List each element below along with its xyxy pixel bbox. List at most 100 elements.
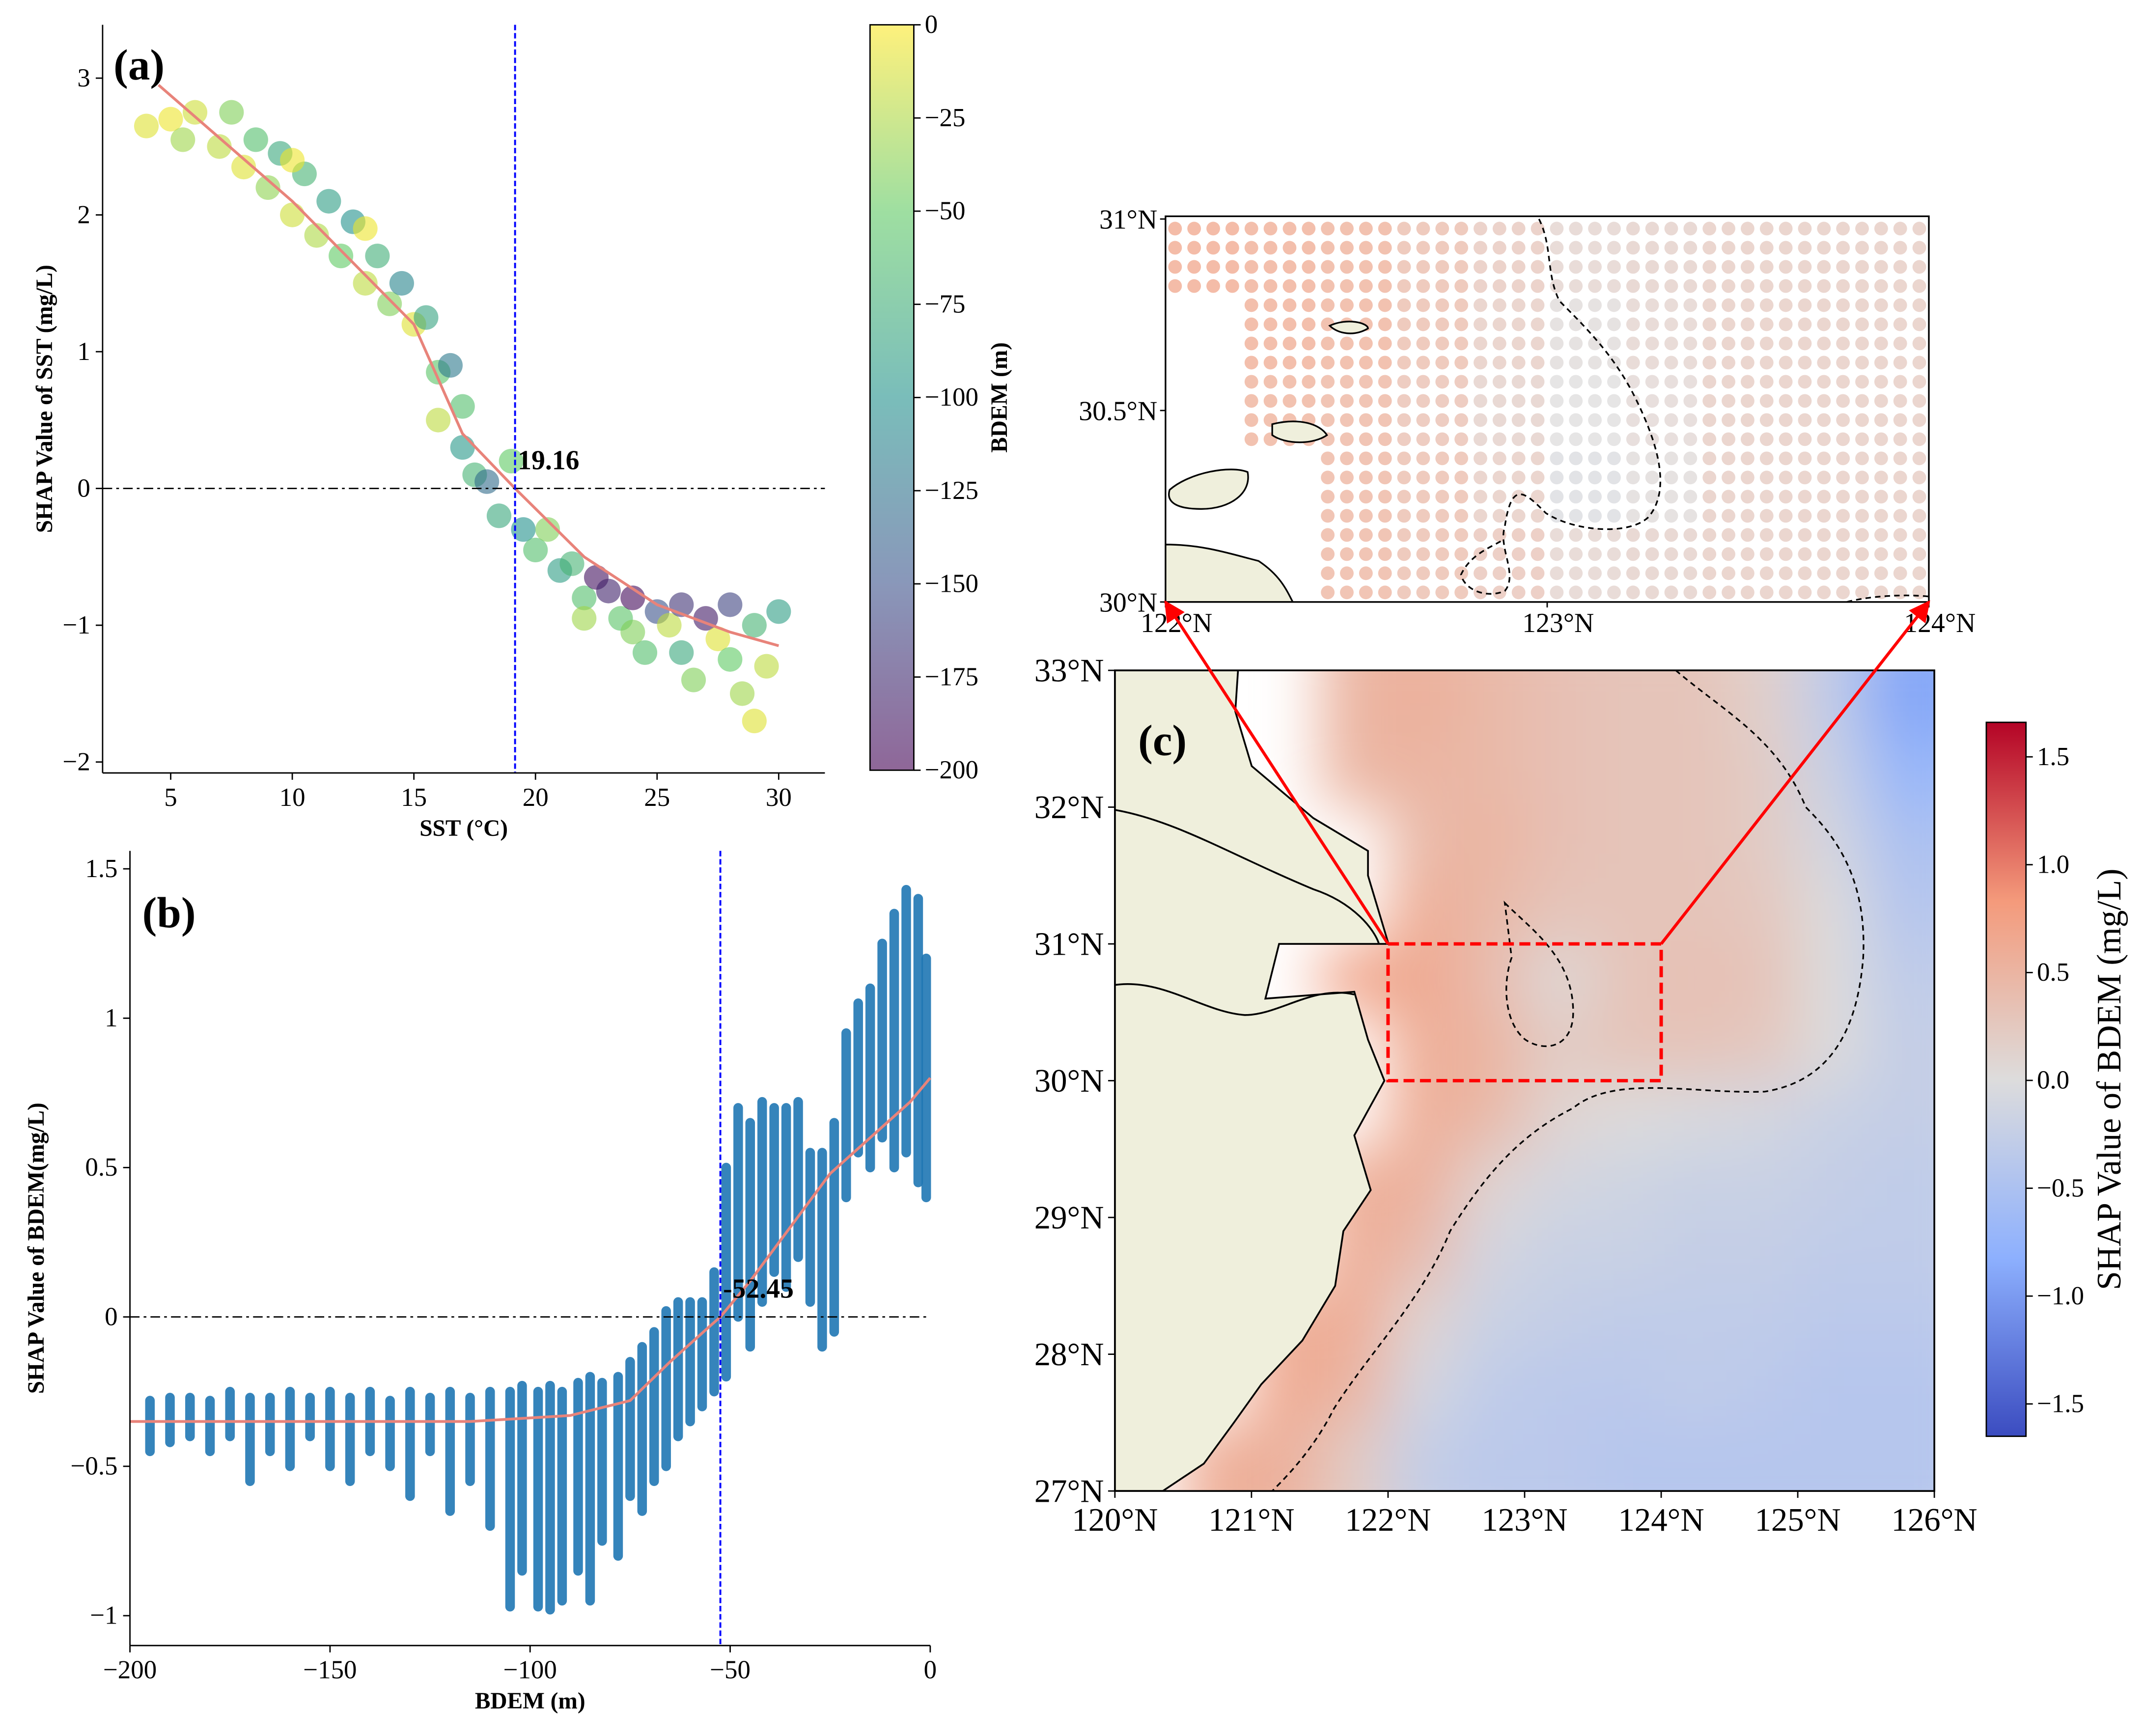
inset-dot (1607, 509, 1621, 523)
inset-dot (1855, 375, 1869, 389)
y-tick-label: −0.5 (71, 1452, 118, 1481)
map-cell (1456, 807, 1526, 877)
inset-dot (1550, 356, 1564, 370)
map-cell (1388, 1149, 1457, 1218)
map-cell (1661, 1080, 1730, 1150)
map-cell (1388, 807, 1457, 877)
inset-dot (1416, 260, 1430, 274)
inset-dot (1645, 298, 1659, 312)
map-cell (1524, 1422, 1594, 1491)
inset-dot (1912, 432, 1926, 446)
inset-dot (1912, 585, 1926, 600)
inset-dot (1492, 451, 1506, 466)
inset-dot (1722, 241, 1735, 255)
inset-dot (1569, 279, 1583, 293)
point (620, 620, 645, 645)
inset-dot (1454, 547, 1469, 561)
inset-dot (1454, 490, 1469, 504)
panel: 19.16 5 10 15 20 25 30 −2 −1 0 1 2 3 (a) SST (°C) SHAP … (32, 25, 825, 841)
inset-dot (1817, 566, 1831, 580)
colorbar-tick-label: −50 (925, 197, 966, 225)
map-cell (1729, 739, 1799, 808)
inset-dot (1359, 375, 1373, 389)
inset-dot (1569, 298, 1583, 312)
inset-dot (1474, 451, 1487, 466)
inset-dot (1817, 432, 1831, 446)
inset-dot (1244, 336, 1258, 351)
y-tick-label: 32°N (1034, 789, 1104, 826)
inset-dot (1759, 490, 1774, 504)
inset-dot (1282, 279, 1297, 293)
point (766, 599, 791, 624)
inset-dot (1569, 566, 1583, 580)
inset-x-tick-label: 123°N (1522, 608, 1594, 638)
map-cell (1729, 1422, 1799, 1491)
inset-dot (1244, 317, 1258, 331)
inset-dot (1740, 260, 1755, 274)
inset-dot (1702, 260, 1717, 274)
inset-dot (1759, 566, 1774, 580)
map-cell (1661, 1354, 1730, 1424)
inset-dot (1645, 279, 1659, 293)
inset-dot (1550, 221, 1564, 236)
inset-dot (1588, 470, 1602, 485)
inset-dot (1531, 317, 1545, 331)
inset-dot (1302, 298, 1316, 312)
inset-dot (1435, 585, 1449, 600)
inset-dot (1492, 221, 1506, 236)
inset-dot (1893, 413, 1907, 427)
inset-dot (1511, 470, 1526, 485)
inset-dot (1397, 298, 1411, 312)
map-cell (1319, 670, 1389, 740)
point (742, 613, 767, 638)
colorbar-label: SHAP Value of BDEM (mg/L) (2090, 869, 2128, 1290)
threshold-label: 19.16 (518, 445, 579, 476)
inset-dot (1435, 221, 1449, 236)
inset-dot (1302, 394, 1316, 408)
point (353, 271, 378, 296)
inset-dot (1474, 490, 1487, 504)
inset-dot (1683, 528, 1698, 542)
inset-dot (1722, 279, 1735, 293)
inset-dot (1645, 260, 1659, 274)
inset-dot (1282, 260, 1297, 274)
map-cell (1866, 670, 1935, 740)
inset-dot (1492, 298, 1506, 312)
inset-dot (1454, 451, 1469, 466)
inset-dot (1321, 547, 1335, 561)
inset-dot (1874, 528, 1888, 542)
map-cell (1729, 1149, 1799, 1218)
inset-dot (1474, 317, 1487, 331)
x-tick-label: −100 (503, 1656, 557, 1684)
inset-dot (1798, 566, 1812, 580)
inset-dot (1683, 356, 1698, 370)
inset-dot (1378, 241, 1392, 255)
colorbar-tick-label: −0.5 (2037, 1174, 2084, 1202)
inset-dot (1244, 356, 1258, 370)
inset-dot (1874, 356, 1888, 370)
inset-dot (1855, 585, 1869, 600)
map-cell (1798, 739, 1867, 808)
inset-dot (1302, 279, 1316, 293)
inset-dot (1874, 279, 1888, 293)
inset-dot (1607, 241, 1621, 255)
point (414, 305, 439, 330)
inset-dot (1874, 241, 1888, 255)
inset-dot (1759, 375, 1774, 389)
inset-dot (1683, 413, 1698, 427)
map-cell (1729, 875, 1799, 945)
inset-dot (1511, 241, 1526, 255)
inset-dot (1359, 566, 1373, 580)
inset-dot (1855, 241, 1869, 255)
inset-dot (1779, 547, 1793, 561)
inset-dot (1474, 528, 1487, 542)
inset-dot (1779, 451, 1793, 466)
inset-dot (1321, 356, 1335, 370)
inset-dot (1664, 336, 1678, 351)
inset-dot (1340, 451, 1354, 466)
map-cell (1456, 1354, 1526, 1424)
map-cell (1388, 1217, 1457, 1287)
map-cell (1729, 944, 1799, 1013)
inset-dot (1531, 356, 1545, 370)
inset-dot (1340, 260, 1354, 274)
